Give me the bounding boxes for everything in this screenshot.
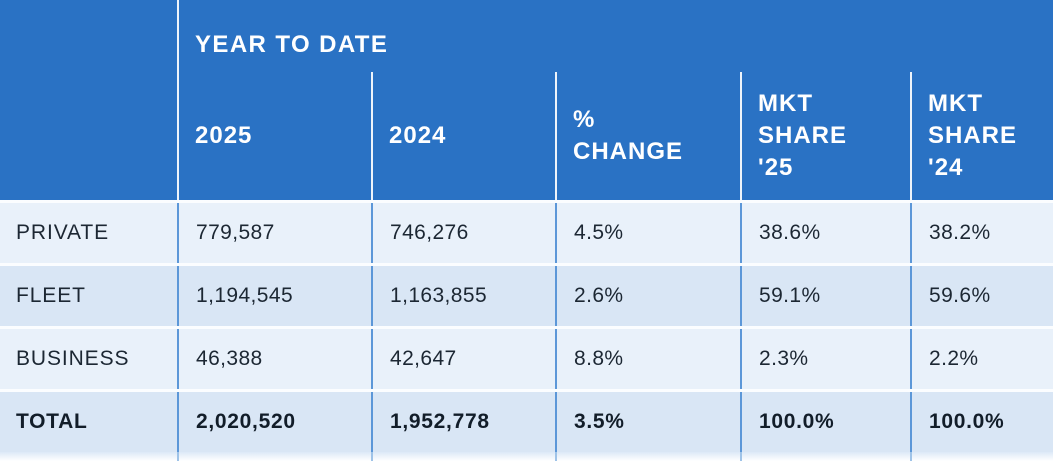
table-title: YEAR TO DATE	[195, 31, 389, 58]
cell-mkt-share-25: 2.3%	[740, 329, 910, 389]
column-header-label: 2025	[195, 122, 253, 150]
column-header-pct-change: % CHANGE	[555, 72, 740, 200]
table-row-business: BUSINESS 46,388 42,647 8.8% 2.3% 2.2%	[0, 326, 1053, 389]
cell-pct-change: 2.6%	[555, 266, 740, 326]
cropped-next-row-strip	[0, 452, 1053, 461]
row-label: PRIVATE	[16, 221, 110, 244]
cell-2025: 2,020,520	[177, 392, 371, 452]
table-row-private: PRIVATE 779,587 746,276 4.5% 38.6% 38.2%	[0, 200, 1053, 263]
cell-pct-change: 4.5%	[555, 203, 740, 263]
cell-2024: 1,952,778	[371, 392, 555, 452]
strip-cell	[910, 452, 1053, 461]
cell-mkt-share-24: 38.2%	[910, 203, 1053, 263]
cell-2025: 779,587	[177, 203, 371, 263]
column-header-mkt-share-25: MKT SHARE '25	[740, 72, 910, 200]
column-header-label: MKT SHARE '25	[758, 90, 848, 181]
strip-cell	[371, 452, 555, 461]
strip-cell	[177, 452, 371, 461]
row-label: FLEET	[16, 284, 86, 307]
column-header-2024: 2024	[371, 72, 555, 200]
cell-mkt-share-24: 2.2%	[910, 329, 1053, 389]
cell-mkt-share-24: 59.6%	[910, 266, 1053, 326]
cell-mkt-share-24: 100.0%	[910, 392, 1053, 452]
table-row-fleet: FLEET 1,194,545 1,163,855 2.6% 59.1% 59.…	[0, 263, 1053, 326]
table-row-total: TOTAL 2,020,520 1,952,778 3.5% 100.0% 10…	[0, 389, 1053, 452]
cell-pct-change: 8.8%	[555, 329, 740, 389]
cell-2025: 1,194,545	[177, 266, 371, 326]
column-header-label: % CHANGE	[573, 106, 684, 165]
header-empty-corner	[0, 0, 177, 200]
strip-cell	[0, 452, 177, 461]
cell-pct-change: 3.5%	[555, 392, 740, 452]
row-label: TOTAL	[16, 410, 88, 433]
row-label: BUSINESS	[16, 347, 130, 370]
strip-cell	[740, 452, 910, 461]
cell-2024: 746,276	[371, 203, 555, 263]
column-header-label: MKT SHARE '24	[928, 90, 1018, 181]
table-header: YEAR TO DATE 2025 2024 % CHANGE MKT SHAR…	[0, 0, 1053, 200]
cell-2024: 1,163,855	[371, 266, 555, 326]
column-header-label: 2024	[389, 122, 447, 150]
column-header-mkt-share-24: MKT SHARE '24	[910, 72, 1053, 200]
header-right-block: YEAR TO DATE 2025 2024 % CHANGE MKT SHAR…	[177, 0, 1053, 200]
cell-mkt-share-25: 100.0%	[740, 392, 910, 452]
column-header-row: 2025 2024 % CHANGE MKT SHARE '25 MKT SHA…	[179, 72, 1053, 200]
cell-2025: 46,388	[177, 329, 371, 389]
column-header-2025: 2025	[179, 72, 371, 200]
cell-2024: 42,647	[371, 329, 555, 389]
strip-cell	[555, 452, 740, 461]
cell-mkt-share-25: 59.1%	[740, 266, 910, 326]
cell-mkt-share-25: 38.6%	[740, 203, 910, 263]
